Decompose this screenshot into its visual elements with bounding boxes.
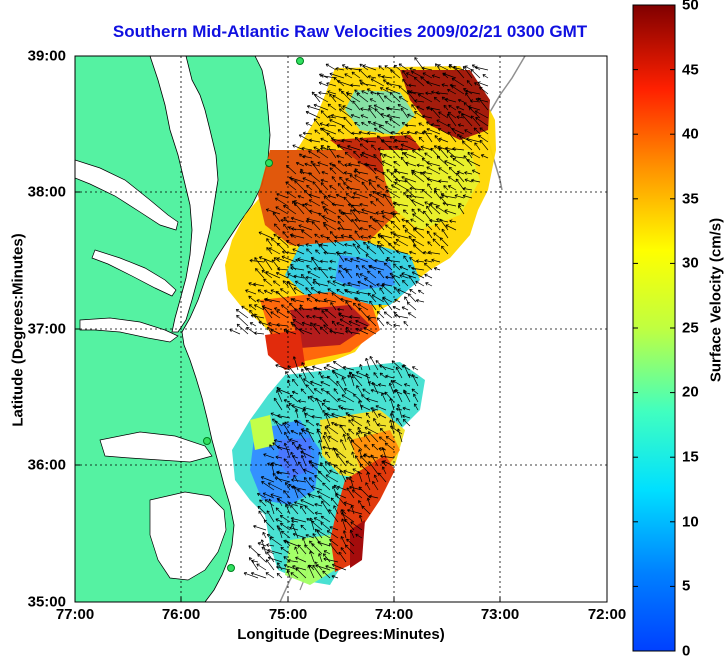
x-tick-label: 72:00 bbox=[588, 606, 626, 623]
x-tick-label: 75:00 bbox=[269, 606, 307, 623]
colorbar-tick-label: 10 bbox=[682, 514, 699, 531]
x-axis-label: Longitude (Degrees:Minutes) bbox=[75, 626, 607, 643]
colorbar-tick-label: 0 bbox=[682, 643, 690, 660]
y-axis-label: Latitude (Degrees:Minutes) bbox=[10, 233, 27, 426]
colorbar-tick-label: 30 bbox=[682, 255, 699, 272]
colorbar-tick-label: 45 bbox=[682, 62, 699, 79]
radar-site-marker bbox=[204, 438, 211, 445]
colorbar-tick-label: 5 bbox=[682, 578, 690, 595]
y-tick-label: 37:00 bbox=[28, 321, 66, 338]
colorbar-tick-label: 35 bbox=[682, 191, 699, 208]
radar-site-marker bbox=[266, 160, 273, 167]
colorbar-tick-label: 50 bbox=[682, 0, 699, 14]
colorbar-label: Surface Velocity (cm/s) bbox=[708, 218, 724, 382]
colorbar-tick-label: 40 bbox=[682, 126, 699, 143]
y-tick-label: 35:00 bbox=[28, 594, 66, 611]
colorbar-tick-label: 15 bbox=[682, 449, 699, 466]
radar-site-marker bbox=[297, 58, 304, 65]
colorbar bbox=[633, 5, 675, 651]
y-tick-label: 39:00 bbox=[28, 48, 66, 65]
x-tick-label: 73:00 bbox=[481, 606, 519, 623]
colorbar-tick-label: 20 bbox=[682, 384, 699, 401]
radar-site-marker bbox=[228, 565, 235, 572]
x-tick-label: 74:00 bbox=[375, 606, 413, 623]
y-tick-label: 36:00 bbox=[28, 457, 66, 474]
colorbar-tick-label: 25 bbox=[682, 320, 699, 337]
y-tick-label: 38:00 bbox=[28, 184, 66, 201]
x-tick-label: 76:00 bbox=[162, 606, 200, 623]
